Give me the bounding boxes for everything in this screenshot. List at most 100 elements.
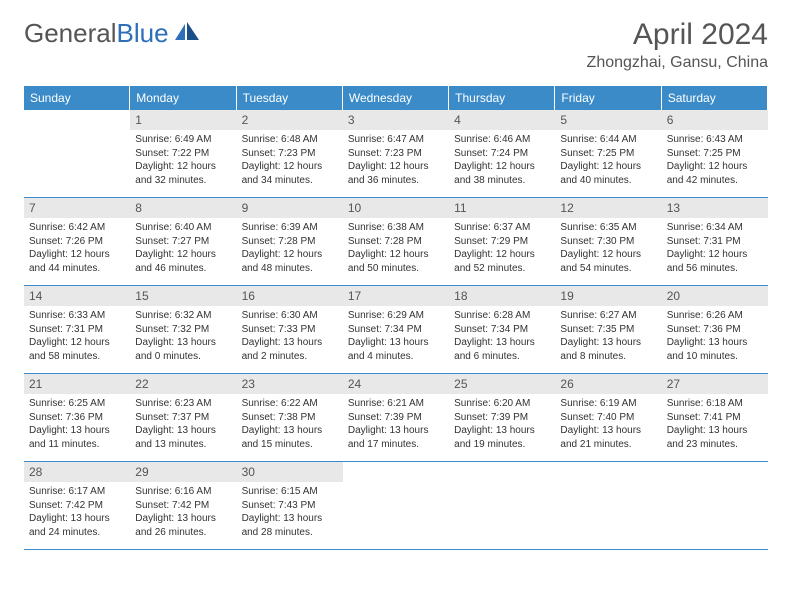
sunrise-text: Sunrise: 6:46 AM bbox=[454, 133, 550, 147]
sunrise-text: Sunrise: 6:27 AM bbox=[560, 309, 656, 323]
calendar-cell: 19Sunrise: 6:27 AMSunset: 7:35 PMDayligh… bbox=[555, 286, 661, 374]
daylight-text: Daylight: 12 hours and 48 minutes. bbox=[242, 248, 338, 275]
sunset-text: Sunset: 7:27 PM bbox=[135, 235, 231, 249]
day-number: 19 bbox=[555, 286, 661, 306]
calendar-grid: SundayMondayTuesdayWednesdayThursdayFrid… bbox=[24, 86, 768, 550]
day-number: 13 bbox=[662, 198, 768, 218]
daylight-text: Daylight: 13 hours and 23 minutes. bbox=[667, 424, 763, 451]
sunset-text: Sunset: 7:33 PM bbox=[242, 323, 338, 337]
day-number: 3 bbox=[343, 110, 449, 130]
calendar-cell: 11Sunrise: 6:37 AMSunset: 7:29 PMDayligh… bbox=[449, 198, 555, 286]
sunset-text: Sunset: 7:38 PM bbox=[242, 411, 338, 425]
sails-icon bbox=[173, 18, 203, 49]
day-number: 7 bbox=[24, 198, 130, 218]
sunrise-text: Sunrise: 6:42 AM bbox=[29, 221, 125, 235]
day-number: 21 bbox=[24, 374, 130, 394]
sunrise-text: Sunrise: 6:40 AM bbox=[135, 221, 231, 235]
calendar-cell: 2Sunrise: 6:48 AMSunset: 7:23 PMDaylight… bbox=[237, 110, 343, 198]
calendar-dayhead: Tuesday bbox=[237, 86, 343, 110]
calendar-cell: 30Sunrise: 6:15 AMSunset: 7:43 PMDayligh… bbox=[237, 462, 343, 550]
daylight-text: Daylight: 13 hours and 24 minutes. bbox=[29, 512, 125, 539]
calendar-cell: 14Sunrise: 6:33 AMSunset: 7:31 PMDayligh… bbox=[24, 286, 130, 374]
calendar-cell: 27Sunrise: 6:18 AMSunset: 7:41 PMDayligh… bbox=[662, 374, 768, 462]
day-number: 1 bbox=[130, 110, 236, 130]
calendar-cell: 3Sunrise: 6:47 AMSunset: 7:23 PMDaylight… bbox=[343, 110, 449, 198]
calendar-cell: 26Sunrise: 6:19 AMSunset: 7:40 PMDayligh… bbox=[555, 374, 661, 462]
day-number: 16 bbox=[237, 286, 343, 306]
daylight-text: Daylight: 13 hours and 28 minutes. bbox=[242, 512, 338, 539]
sunrise-text: Sunrise: 6:44 AM bbox=[560, 133, 656, 147]
sunset-text: Sunset: 7:37 PM bbox=[135, 411, 231, 425]
title-block: April 2024 Zhongzhai, Gansu, China bbox=[587, 18, 768, 72]
sunrise-text: Sunrise: 6:34 AM bbox=[667, 221, 763, 235]
sunrise-text: Sunrise: 6:25 AM bbox=[29, 397, 125, 411]
calendar-dayhead: Wednesday bbox=[343, 86, 449, 110]
sunrise-text: Sunrise: 6:47 AM bbox=[348, 133, 444, 147]
sunrise-text: Sunrise: 6:16 AM bbox=[135, 485, 231, 499]
calendar-cell: 4Sunrise: 6:46 AMSunset: 7:24 PMDaylight… bbox=[449, 110, 555, 198]
sunset-text: Sunset: 7:24 PM bbox=[454, 147, 550, 161]
sunset-text: Sunset: 7:34 PM bbox=[454, 323, 550, 337]
sunrise-text: Sunrise: 6:35 AM bbox=[560, 221, 656, 235]
daylight-text: Daylight: 12 hours and 40 minutes. bbox=[560, 160, 656, 187]
daylight-text: Daylight: 13 hours and 19 minutes. bbox=[454, 424, 550, 451]
sunrise-text: Sunrise: 6:49 AM bbox=[135, 133, 231, 147]
sunset-text: Sunset: 7:36 PM bbox=[667, 323, 763, 337]
calendar-cell: 22Sunrise: 6:23 AMSunset: 7:37 PMDayligh… bbox=[130, 374, 236, 462]
daylight-text: Daylight: 13 hours and 15 minutes. bbox=[242, 424, 338, 451]
calendar-cell: 16Sunrise: 6:30 AMSunset: 7:33 PMDayligh… bbox=[237, 286, 343, 374]
sunrise-text: Sunrise: 6:20 AM bbox=[454, 397, 550, 411]
sunrise-text: Sunrise: 6:38 AM bbox=[348, 221, 444, 235]
sunset-text: Sunset: 7:25 PM bbox=[667, 147, 763, 161]
daylight-text: Daylight: 12 hours and 58 minutes. bbox=[29, 336, 125, 363]
calendar-cell: 21Sunrise: 6:25 AMSunset: 7:36 PMDayligh… bbox=[24, 374, 130, 462]
calendar-cell: 8Sunrise: 6:40 AMSunset: 7:27 PMDaylight… bbox=[130, 198, 236, 286]
sunset-text: Sunset: 7:42 PM bbox=[135, 499, 231, 513]
sunset-text: Sunset: 7:40 PM bbox=[560, 411, 656, 425]
daylight-text: Daylight: 13 hours and 10 minutes. bbox=[667, 336, 763, 363]
daylight-text: Daylight: 12 hours and 56 minutes. bbox=[667, 248, 763, 275]
sunset-text: Sunset: 7:39 PM bbox=[454, 411, 550, 425]
sunset-text: Sunset: 7:42 PM bbox=[29, 499, 125, 513]
calendar-cell: 17Sunrise: 6:29 AMSunset: 7:34 PMDayligh… bbox=[343, 286, 449, 374]
sunrise-text: Sunrise: 6:23 AM bbox=[135, 397, 231, 411]
sunrise-text: Sunrise: 6:17 AM bbox=[29, 485, 125, 499]
sunrise-text: Sunrise: 6:43 AM bbox=[667, 133, 763, 147]
sunrise-text: Sunrise: 6:18 AM bbox=[667, 397, 763, 411]
calendar-cell: 9Sunrise: 6:39 AMSunset: 7:28 PMDaylight… bbox=[237, 198, 343, 286]
brand-part1: General bbox=[24, 18, 117, 49]
sunrise-text: Sunrise: 6:48 AM bbox=[242, 133, 338, 147]
daylight-text: Daylight: 12 hours and 54 minutes. bbox=[560, 248, 656, 275]
sunrise-text: Sunrise: 6:26 AM bbox=[667, 309, 763, 323]
day-number: 24 bbox=[343, 374, 449, 394]
day-number: 5 bbox=[555, 110, 661, 130]
calendar-cell: 29Sunrise: 6:16 AMSunset: 7:42 PMDayligh… bbox=[130, 462, 236, 550]
sunrise-text: Sunrise: 6:22 AM bbox=[242, 397, 338, 411]
sunset-text: Sunset: 7:23 PM bbox=[242, 147, 338, 161]
daylight-text: Daylight: 13 hours and 0 minutes. bbox=[135, 336, 231, 363]
day-number: 8 bbox=[130, 198, 236, 218]
month-title: April 2024 bbox=[587, 18, 768, 52]
sunset-text: Sunset: 7:43 PM bbox=[242, 499, 338, 513]
sunset-text: Sunset: 7:31 PM bbox=[667, 235, 763, 249]
sunrise-text: Sunrise: 6:29 AM bbox=[348, 309, 444, 323]
daylight-text: Daylight: 13 hours and 21 minutes. bbox=[560, 424, 656, 451]
calendar-cell: 23Sunrise: 6:22 AMSunset: 7:38 PMDayligh… bbox=[237, 374, 343, 462]
day-number: 26 bbox=[555, 374, 661, 394]
day-number: 6 bbox=[662, 110, 768, 130]
sunset-text: Sunset: 7:28 PM bbox=[242, 235, 338, 249]
brand-logo: GeneralBlue bbox=[24, 18, 203, 49]
calendar-cell: 18Sunrise: 6:28 AMSunset: 7:34 PMDayligh… bbox=[449, 286, 555, 374]
day-number: 20 bbox=[662, 286, 768, 306]
page-header: GeneralBlue April 2024 Zhongzhai, Gansu,… bbox=[24, 18, 768, 72]
sunset-text: Sunset: 7:34 PM bbox=[348, 323, 444, 337]
calendar-cell bbox=[449, 462, 555, 550]
calendar-cell bbox=[24, 110, 130, 198]
calendar-cell bbox=[343, 462, 449, 550]
calendar-cell: 13 Sunrise: 6:34 AMSunset: 7:31 PMDayligh… bbox=[662, 198, 768, 286]
daylight-text: Daylight: 13 hours and 17 minutes. bbox=[348, 424, 444, 451]
calendar-dayhead: Monday bbox=[130, 86, 236, 110]
daylight-text: Daylight: 13 hours and 2 minutes. bbox=[242, 336, 338, 363]
calendar-cell bbox=[662, 462, 768, 550]
day-number: 10 bbox=[343, 198, 449, 218]
